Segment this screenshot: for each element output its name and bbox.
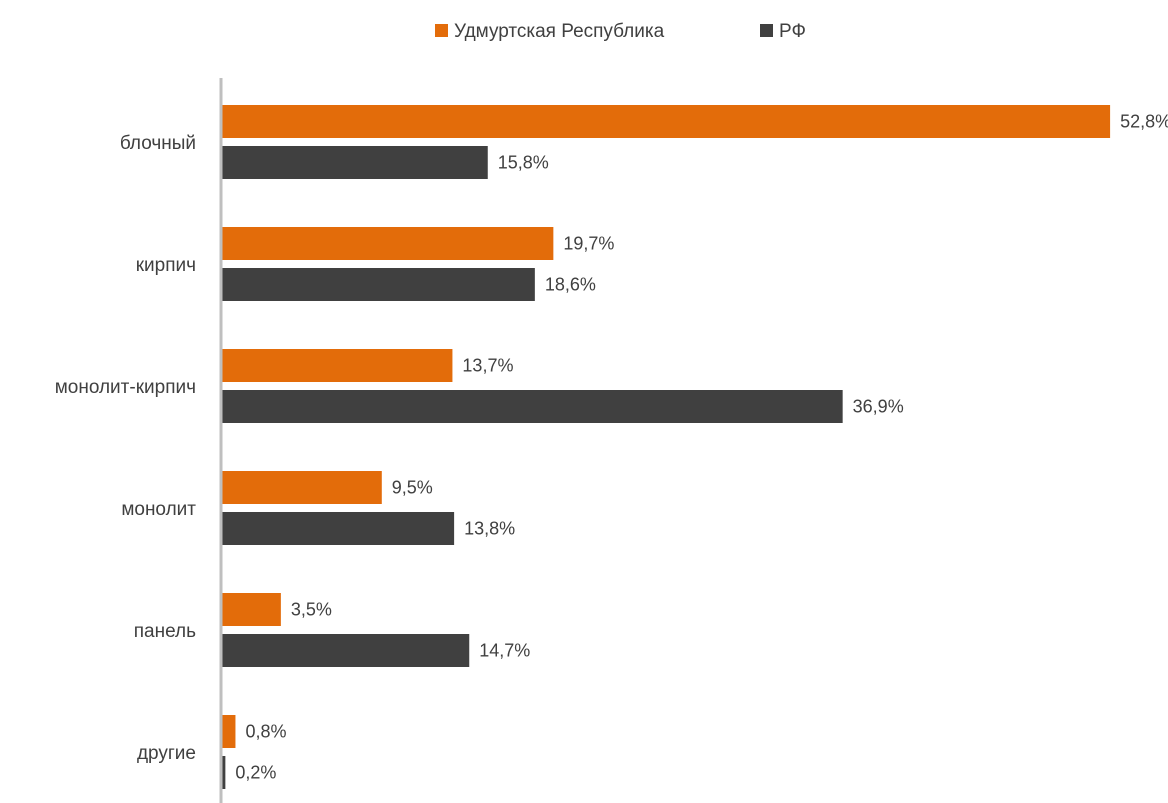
- category-label-1: блочный: [120, 133, 196, 154]
- bars: [222, 105, 1111, 789]
- category-label-4: монолит: [121, 499, 196, 520]
- bar-udmurtia-2: [222, 227, 554, 260]
- data-label-rf-2: 18,6%: [545, 275, 596, 295]
- bar-udmurtia-3: [222, 349, 453, 382]
- data-label-udmurtia-6: 0,8%: [245, 722, 286, 742]
- bar-rf-6: [222, 756, 226, 789]
- legend-label-1: Удмуртская Республика: [454, 21, 665, 42]
- category-label-6: другие: [137, 743, 196, 764]
- bar-udmurtia-5: [222, 593, 281, 626]
- data-label-rf-6: 0,2%: [235, 763, 276, 783]
- bar-udmurtia-6: [222, 715, 236, 748]
- bar-rf-3: [222, 390, 843, 423]
- data-label-udmurtia-3: 13,7%: [462, 356, 513, 376]
- data-label-rf-3: 36,9%: [853, 397, 904, 417]
- category-labels: блочный кирпич монолит-кирпич монолит панель…: [55, 133, 197, 764]
- bar-rf-4: [222, 512, 455, 545]
- category-label-5: панель: [134, 621, 196, 642]
- bar-rf-5: [222, 634, 470, 667]
- data-label-udmurtia-5: 3,5%: [291, 600, 332, 620]
- bar-udmurtia-1: [222, 105, 1111, 138]
- data-label-rf-4: 13,8%: [464, 519, 515, 539]
- data-label-rf-5: 14,7%: [479, 641, 530, 661]
- bar-rf-2: [222, 268, 535, 301]
- data-label-rf-1: 15,8%: [498, 153, 549, 173]
- legend-swatch-2: [760, 24, 773, 37]
- data-label-udmurtia-4: 9,5%: [392, 478, 433, 498]
- data-labels: 52,8% 15,8% 19,7% 18,6% 13,7% 36,9% 9,5% 13,8% 3…: [235, 112, 1168, 783]
- data-label-udmurtia-1: 52,8%: [1120, 112, 1168, 132]
- bar-udmurtia-4: [222, 471, 382, 504]
- category-label-2: кирпич: [136, 255, 196, 276]
- bar-rf-1: [222, 146, 488, 179]
- category-label-3: монолит-кирпич: [55, 377, 196, 398]
- legend: Удмуртская Республика РФ: [435, 21, 806, 42]
- legend-swatch-1: [435, 24, 448, 37]
- data-label-udmurtia-2: 19,7%: [563, 234, 614, 254]
- legend-label-2: РФ: [779, 21, 806, 42]
